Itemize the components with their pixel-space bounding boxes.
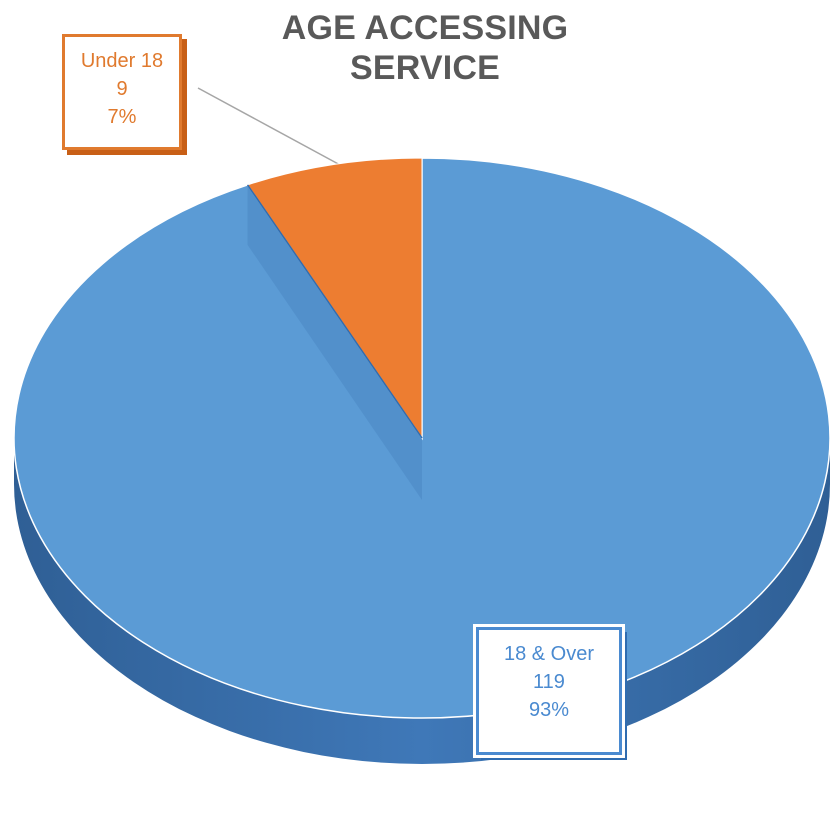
data-label-18-and-over: 18 & Over 119 93% [473, 624, 625, 758]
pie-slice-edge [246, 184, 423, 439]
pie-side-18-and-over [14, 438, 830, 764]
chart-title: AGE ACCESSING SERVICE [281, 9, 569, 87]
pie-slice-under-18 [246, 157, 423, 440]
data-label-under-18-name: Under 18 [80, 50, 164, 72]
data-label-18-over-name: 18 & Over [503, 643, 595, 665]
data-label-18-over-value: 119 [533, 671, 565, 693]
data-label-under-18-value: 9 [116, 78, 128, 100]
data-label-under-18-percent: 7% [107, 106, 137, 128]
callout-leader-line [197, 87, 343, 167]
data-label-under-18: Under 18 9 7% [62, 34, 182, 150]
pie-inner-wall [247, 184, 422, 500]
data-label-18-over-percent: 93% [528, 699, 570, 721]
